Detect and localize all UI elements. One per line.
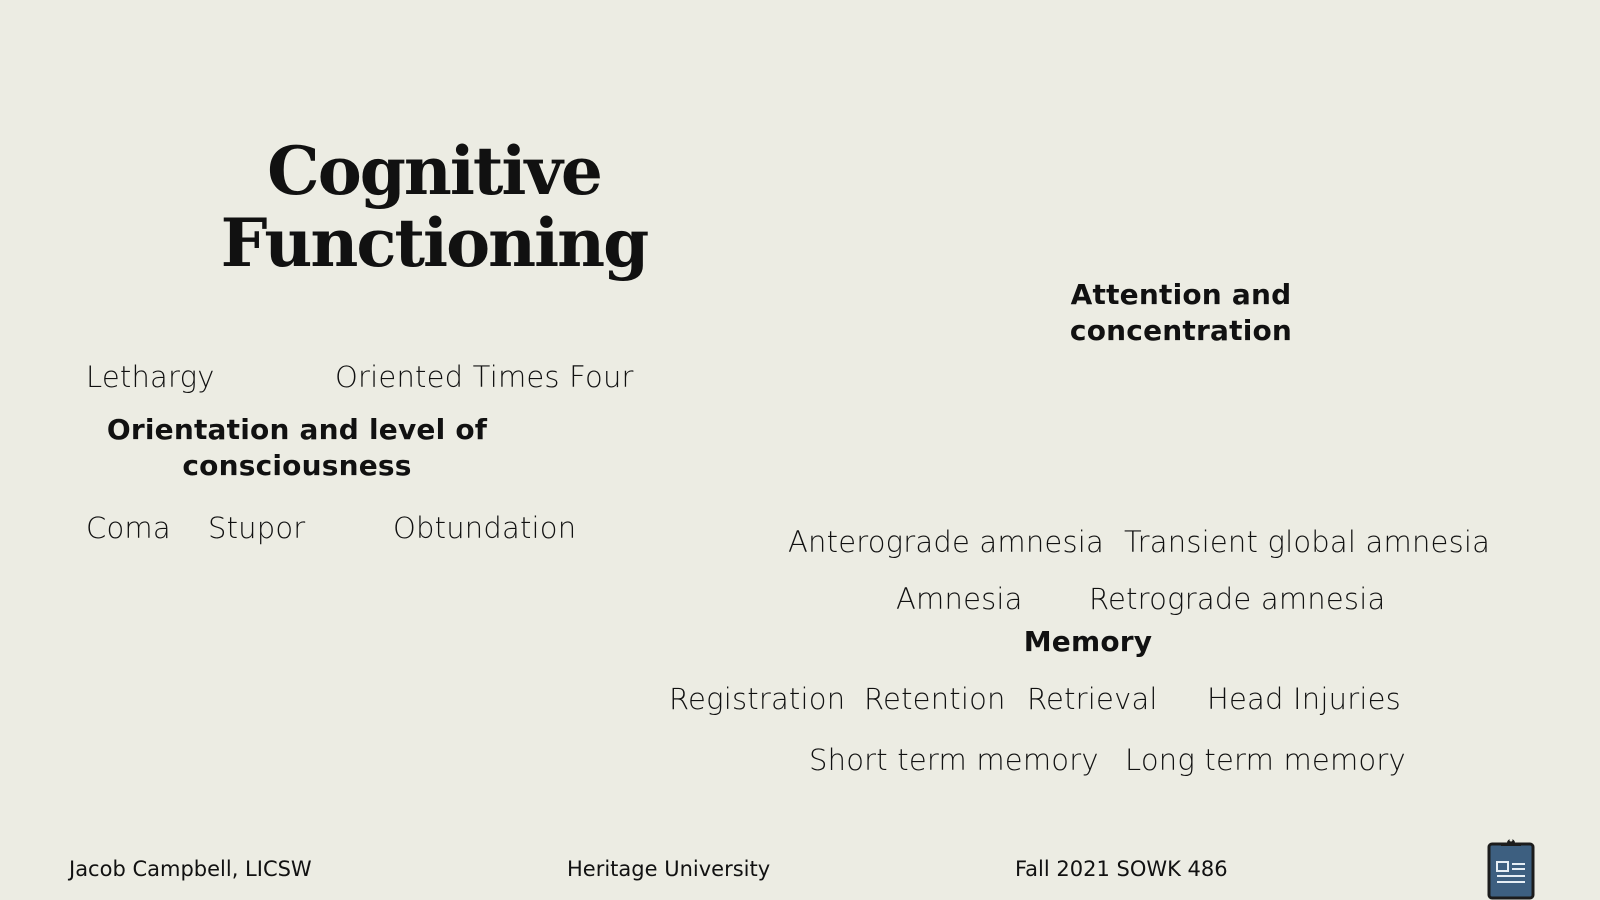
term-retention: Retention [864,682,1006,716]
term-coma: Coma [86,511,171,545]
term-registration: Registration [669,682,846,716]
term-short-term-memory: Short term memory [809,743,1099,777]
term-retrieval: Retrieval [1027,682,1158,716]
term-transient-global-amnesia: Transient global amnesia [1124,525,1491,559]
term-amnesia: Amnesia [896,582,1023,616]
term-stupor: Stupor [208,511,306,545]
footer-institution: Heritage University [567,857,771,881]
term-oriented-times-four: Oriented Times Four [335,360,634,394]
footer-author: Jacob Campbell, LICSW [69,857,312,881]
term-obtundation: Obtundation [393,511,577,545]
term-head-injuries: Head Injuries [1207,682,1401,716]
term-anterograde-amnesia: Anterograde amnesia [788,525,1105,559]
term-retrograde-amnesia: Retrograde amnesia [1089,582,1386,616]
footer-course: Fall 2021 SOWK 486 [1015,857,1228,881]
memory-heading: Memory [1023,625,1153,658]
term-lethargy: Lethargy [86,360,215,394]
orientation-heading: Orientation and level of consciousness [106,413,488,482]
slide-title: Cognitive Functioning [220,132,650,282]
attention-heading: Attention and concentration [1069,278,1293,347]
term-long-term-memory: Long term memory [1125,743,1406,777]
clipboard-icon [1487,838,1535,900]
